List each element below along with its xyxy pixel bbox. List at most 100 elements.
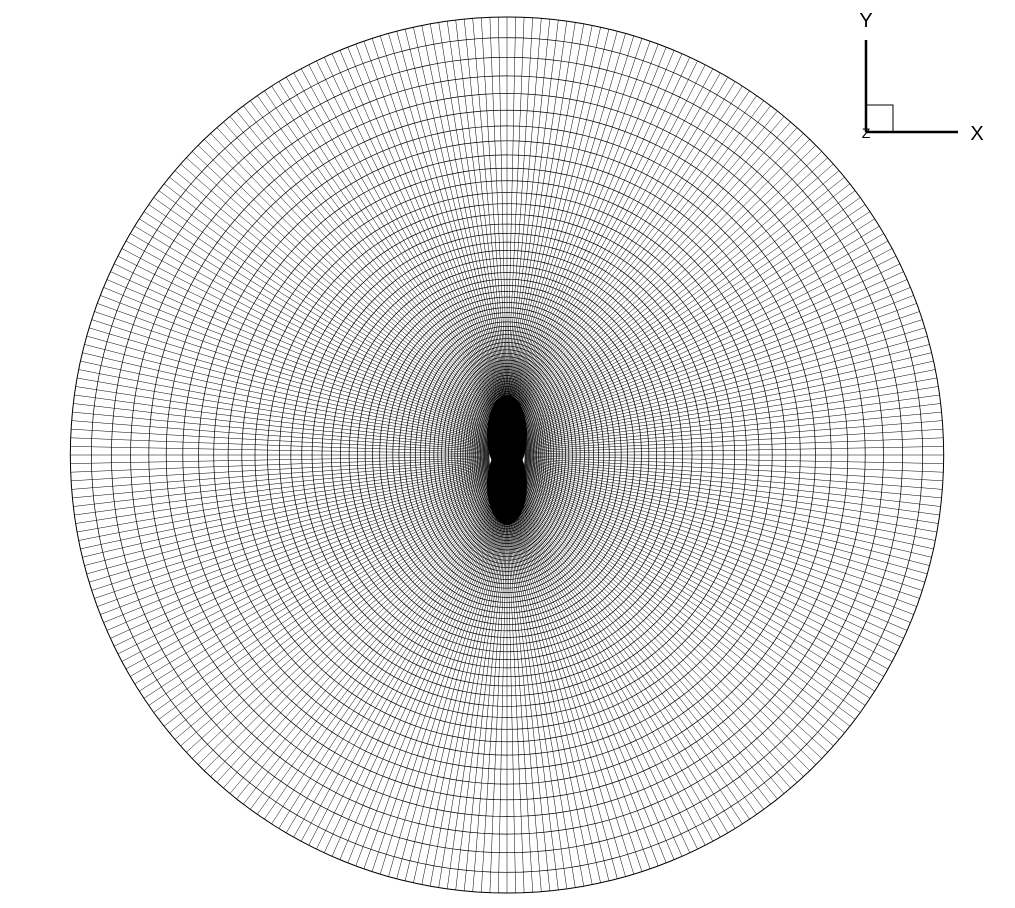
mesh-spoke <box>519 486 816 765</box>
mesh-spoke <box>78 369 490 447</box>
mesh-spoke <box>521 197 861 430</box>
mesh-spoke <box>446 21 505 412</box>
mesh-spoke <box>103 287 491 439</box>
mesh-spoke <box>515 68 714 416</box>
mesh-spoke <box>121 475 492 662</box>
mesh-spoke <box>524 386 939 449</box>
mesh-spoke <box>198 486 495 765</box>
mesh-spoke <box>520 176 845 427</box>
mesh-spoke <box>130 233 492 433</box>
mesh-spoke <box>522 475 897 655</box>
mesh-spoke <box>511 35 635 413</box>
mesh-spoke <box>143 479 493 699</box>
mesh-spoke <box>216 488 496 783</box>
mesh-spoke <box>125 240 492 434</box>
mesh-spoke <box>517 491 757 815</box>
mesh-spoke <box>204 486 495 771</box>
mesh-spoke <box>316 494 500 850</box>
mesh-spoke <box>522 233 884 433</box>
mesh-spoke <box>229 489 496 794</box>
mesh-spoke <box>524 319 923 442</box>
mesh-spoke <box>508 19 559 411</box>
mesh-spoke <box>517 95 757 419</box>
mesh-spoke <box>524 377 937 448</box>
mesh-spoke <box>523 471 911 623</box>
mesh-spoke <box>300 494 499 842</box>
mesh-spoke <box>438 22 505 412</box>
mesh-spoke <box>514 494 698 850</box>
mesh-spoke <box>278 81 498 418</box>
mesh-spoke <box>517 105 771 420</box>
mesh-spoke <box>82 465 490 558</box>
mesh-spoke <box>223 121 496 422</box>
mesh-spoke <box>489 17 507 411</box>
mesh-spoke <box>521 190 856 429</box>
mesh-spoke <box>516 491 750 820</box>
mesh-spoke <box>210 133 496 423</box>
mesh-spoke <box>236 110 497 421</box>
mesh-spoke <box>517 490 764 810</box>
mesh-spoke <box>511 31 618 413</box>
mesh-spoke <box>71 458 490 490</box>
mesh-spoke <box>524 464 934 550</box>
mesh-spoke <box>331 53 501 415</box>
mesh-spoke <box>524 327 925 443</box>
mesh-spoke <box>510 25 593 412</box>
mesh-spoke <box>148 480 493 706</box>
mesh-spoke <box>117 255 492 435</box>
mesh-spoke <box>516 90 750 419</box>
mesh-spoke <box>250 100 497 420</box>
body <box>487 445 527 525</box>
mesh-spoke <box>174 483 494 740</box>
mesh-spoke <box>169 483 494 734</box>
mesh-spoke <box>514 60 698 416</box>
mesh-spoke <box>216 127 496 422</box>
mesh-spoke <box>180 484 494 747</box>
axes-triad <box>864 40 958 134</box>
mesh-spoke <box>521 211 871 431</box>
mesh-spoke <box>271 492 498 825</box>
mesh-spoke <box>180 163 494 426</box>
mesh-spoke <box>519 139 810 424</box>
mesh-spoke <box>516 81 736 418</box>
mesh-spoke <box>513 50 675 414</box>
mesh-spoke <box>524 462 937 533</box>
mesh-spoke <box>521 479 871 699</box>
mesh-spoke <box>508 18 542 411</box>
mesh-spoke <box>516 492 743 825</box>
mesh-spoke <box>523 473 904 639</box>
mesh-spoke <box>525 446 944 455</box>
mesh-spoke <box>514 57 691 415</box>
mesh-spoke <box>163 183 494 428</box>
mesh-spoke <box>507 17 533 411</box>
mesh-spoke <box>229 116 496 421</box>
mesh-spoke <box>71 457 490 482</box>
mesh-spoke <box>186 485 495 753</box>
mesh-spoke <box>379 35 503 413</box>
mesh-spoke <box>113 474 491 647</box>
mesh-spoke <box>94 469 491 599</box>
mesh-spoke <box>80 464 490 550</box>
mesh-spoke <box>522 218 875 432</box>
mesh-spoke <box>524 394 940 450</box>
mesh-spoke <box>74 394 490 450</box>
mesh-spoke <box>514 64 706 416</box>
mesh-spoke <box>153 197 493 430</box>
mesh-spoke <box>523 287 911 439</box>
mesh-spoke <box>97 470 491 607</box>
mesh-spoke <box>519 485 822 759</box>
mesh-spoke <box>100 295 491 439</box>
mesh-spoke <box>517 490 771 805</box>
mesh-spoke <box>520 183 851 428</box>
mesh-spoke <box>463 19 506 411</box>
mesh-spoke <box>339 50 501 414</box>
mesh-spoke <box>517 100 764 420</box>
mesh-spoke <box>113 263 491 436</box>
mesh-spoke <box>522 475 893 662</box>
mesh-spoke <box>89 327 490 443</box>
mesh-spoke <box>507 17 516 411</box>
mesh-spoke <box>523 474 901 647</box>
mesh-spoke <box>121 248 492 435</box>
mesh-spoke <box>520 483 845 734</box>
